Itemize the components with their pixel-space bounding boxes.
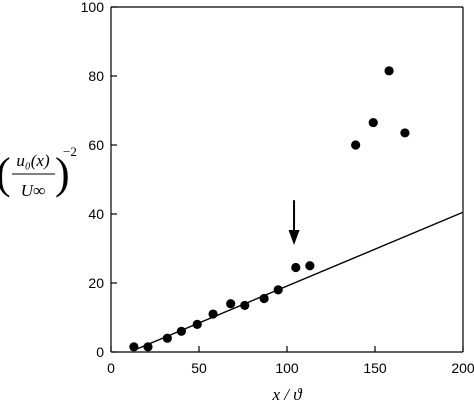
- x-tick-label: 0: [107, 360, 115, 376]
- y-label-left-paren: (: [0, 149, 11, 198]
- x-tick-label: 50: [191, 360, 207, 376]
- data-point: [259, 293, 269, 304]
- x-tick-label: 150: [363, 360, 387, 376]
- y-tick-label: 40: [88, 206, 104, 222]
- data-point: [162, 333, 172, 343]
- y-tick-label: 20: [88, 275, 104, 291]
- x-tick-label: 100: [275, 360, 299, 376]
- data-point: [368, 117, 378, 128]
- data-point: [226, 299, 236, 309]
- data-points: [129, 66, 410, 352]
- data-point: [192, 319, 202, 329]
- data-point: [291, 262, 301, 273]
- data-point: [305, 261, 315, 271]
- plot-frame: [110, 6, 464, 353]
- data-point: [384, 66, 394, 76]
- data-point: [208, 309, 218, 319]
- y-tick-label: 100: [81, 0, 105, 15]
- arrow-head: [288, 230, 300, 246]
- fit-line: [133, 211, 464, 351]
- data-point: [176, 326, 186, 336]
- y-tick-label: 80: [88, 68, 104, 84]
- y-tick-label: 0: [96, 344, 104, 360]
- data-point: [351, 140, 361, 150]
- y-axis-label: ( u₀(x) U∞ ) −2: [0, 144, 77, 200]
- y-label-right-paren: ): [55, 149, 70, 198]
- y-ticks: 0 20 40 60 80 100: [81, 0, 117, 360]
- y-label-exponent: −2: [63, 144, 77, 159]
- data-point: [143, 342, 153, 352]
- data-point: [240, 300, 250, 311]
- y-tick-label: 60: [88, 137, 104, 153]
- annotation-layer: [288, 200, 300, 246]
- y-label-denominator: U∞: [21, 181, 45, 200]
- x-axis-label: x / ϑ: [271, 385, 303, 404]
- x-ticks: 0 50 100 150 200: [107, 346, 474, 376]
- data-point: [273, 285, 283, 295]
- fit-line-layer: [133, 211, 464, 351]
- data-point: [129, 342, 139, 352]
- data-point: [400, 128, 410, 138]
- x-tick-label: 200: [451, 360, 474, 376]
- y-label-numerator: u₀(x): [16, 151, 50, 170]
